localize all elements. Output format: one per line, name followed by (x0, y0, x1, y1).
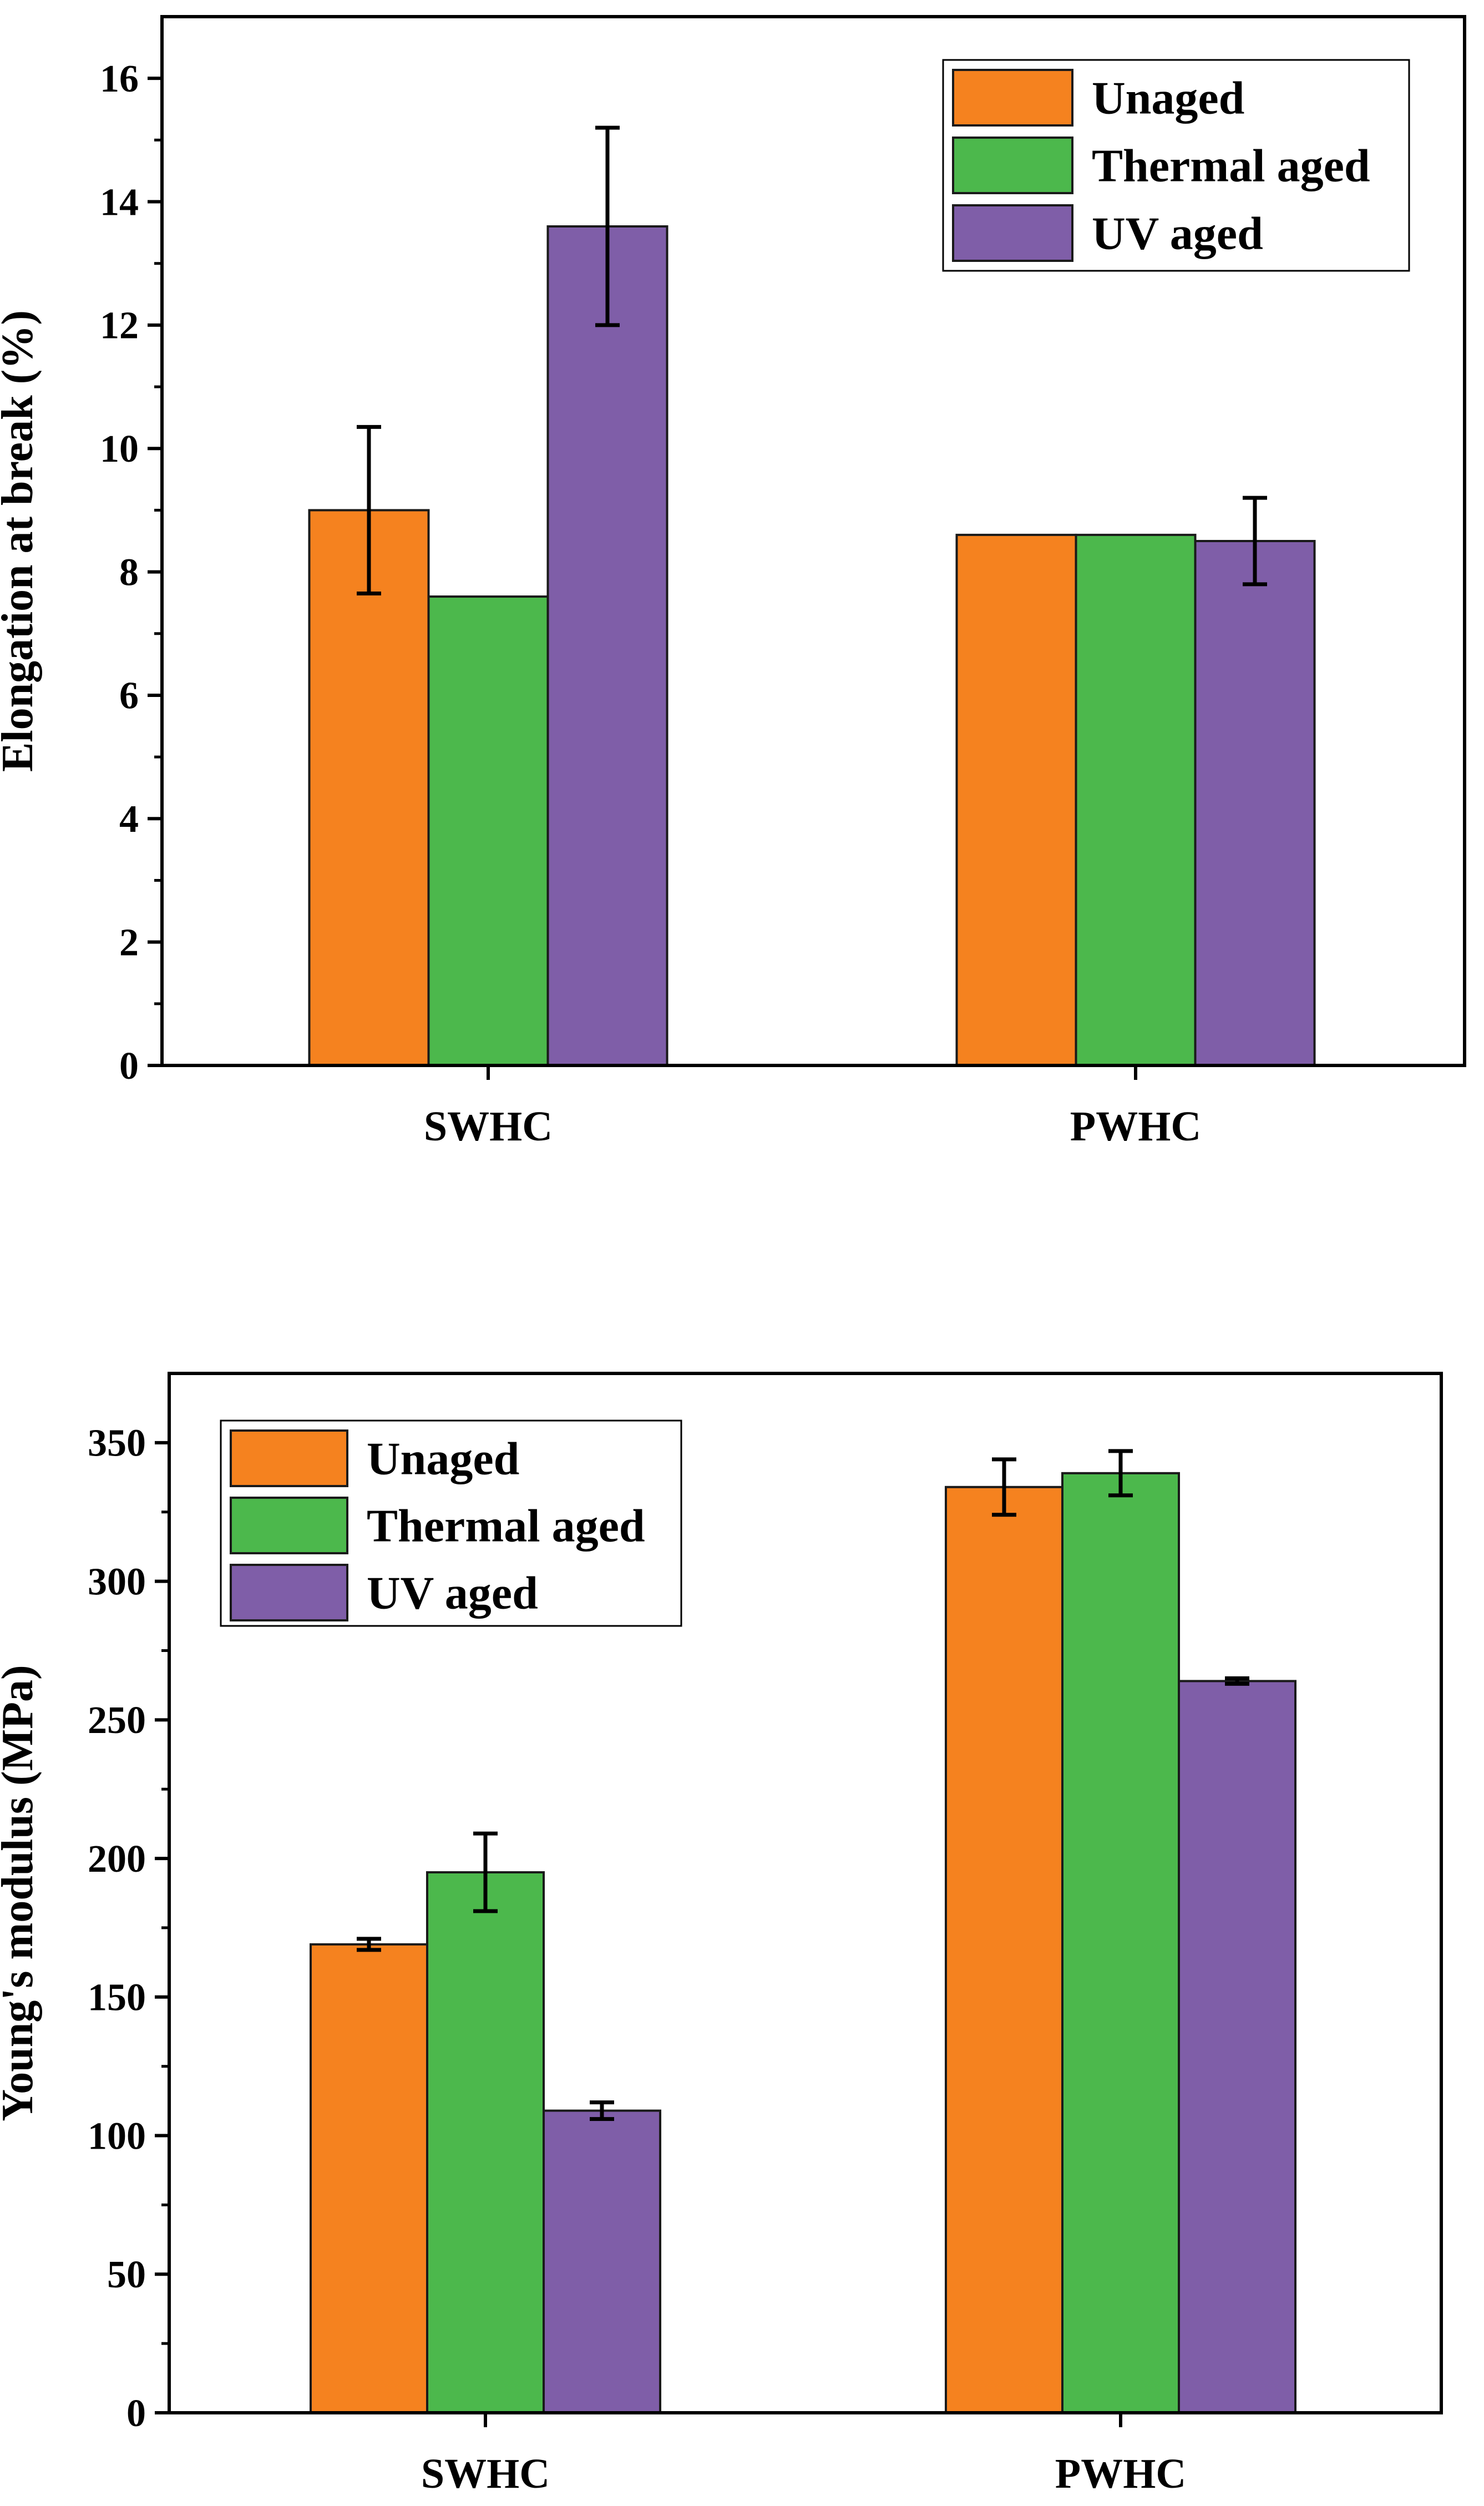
legend-swatch-unaged (953, 70, 1072, 125)
y-tick-label: 0 (119, 1045, 139, 1088)
y-axis-title: Elongation at break (%) (0, 310, 42, 772)
legend-label-thermal-aged: Thermal aged (367, 1500, 645, 1552)
bar-thermal-aged-swhc (429, 597, 548, 1065)
y-tick-label: 4 (119, 798, 139, 841)
legend-swatch-thermal-aged (231, 1498, 347, 1553)
legend-swatch-uv-aged (231, 1565, 347, 1620)
legend-label-uv-aged: UV aged (367, 1568, 538, 1619)
y-axis-title: Young's modulus (MPa) (0, 1665, 42, 2121)
x-tick-label-swhc: SWHC (424, 1103, 553, 1150)
y-tick-label: 10 (100, 428, 139, 471)
y-tick-label: 6 (119, 675, 139, 718)
bar-thermal-aged-pwhc (1076, 535, 1196, 1065)
y-tick-label: 0 (126, 2392, 146, 2435)
figure: 0 2 4 6 8 10 12 14 16 SWHC PWHC Elongation at break… (0, 0, 1484, 2506)
legend-label-unaged: Unaged (367, 1433, 519, 1485)
bar-unaged-swhc (311, 1944, 427, 2413)
bar-uv-aged-swhc (548, 226, 667, 1065)
legend: Unaged Thermal aged UV aged (943, 60, 1409, 271)
chart-youngs-modulus: 0 50 100 150 200 250 300 350 SWHC PWHC Young's mod… (0, 1373, 1441, 2497)
y-tick-label: 200 (88, 1838, 146, 1881)
x-tick-label-pwhc: PWHC (1070, 1103, 1201, 1150)
bar-thermal-aged-pwhc (1062, 1473, 1179, 2413)
y-tick-label: 250 (88, 1699, 146, 1742)
y-tick-label: 2 (119, 921, 139, 964)
legend-swatch-unaged (231, 1431, 347, 1486)
chart-elongation-at-break: 0 2 4 6 8 10 12 14 16 SWHC PWHC Elongation at break… (0, 17, 1465, 1150)
legend-label-thermal-aged: Thermal aged (1092, 140, 1370, 192)
y-tick-label: 50 (107, 2254, 146, 2296)
legend: Unaged Thermal aged UV aged (221, 1421, 681, 1626)
bar-unaged-pwhc (957, 535, 1076, 1065)
y-tick-label: 8 (119, 551, 139, 594)
bar-uv-aged-pwhc (1196, 541, 1315, 1065)
legend-swatch-thermal-aged (953, 138, 1072, 193)
y-tick-label: 14 (100, 181, 139, 224)
x-tick-label-pwhc: PWHC (1055, 2451, 1186, 2497)
legend-swatch-uv-aged (953, 205, 1072, 261)
y-tick-label: 300 (88, 1560, 146, 1603)
x-tick-label-swhc: SWHC (421, 2451, 550, 2497)
bar-uv-aged-pwhc (1179, 1681, 1295, 2413)
legend-label-unaged: Unaged (1092, 73, 1244, 124)
y-tick-label: 150 (88, 1977, 146, 2019)
y-tick-label: 350 (88, 1422, 146, 1465)
bar-thermal-aged-swhc (427, 1872, 544, 2413)
bar-uv-aged-swhc (544, 2111, 660, 2413)
legend-label-uv-aged: UV aged (1092, 208, 1263, 260)
y-tick-label: 12 (100, 305, 139, 347)
bar-unaged-pwhc (946, 1487, 1062, 2413)
y-tick-label: 100 (88, 2115, 146, 2158)
y-tick-label: 16 (100, 58, 139, 100)
